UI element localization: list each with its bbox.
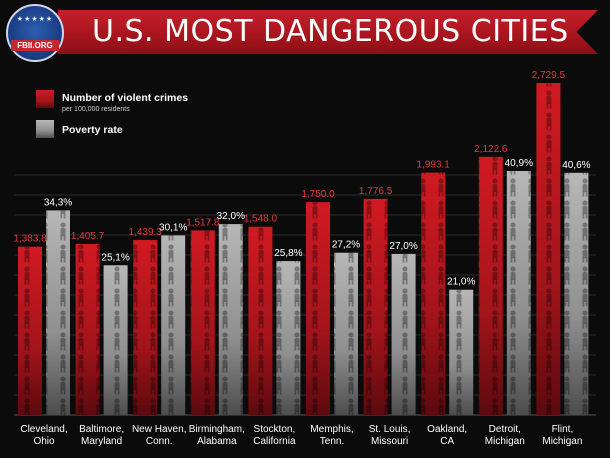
logo-stars-icon: ★★★★★ <box>16 16 54 23</box>
title-banner: U.S. MOST DANGEROUS CITIES ★★★★★ FBII.OR… <box>0 0 610 64</box>
bar-figure-texture <box>564 172 589 415</box>
legend-label-crimes: Number of violent crimes <box>62 92 188 104</box>
category-label-city: Flint, <box>552 424 574 435</box>
fbii-logo: ★★★★★ FBII.ORG <box>6 4 64 62</box>
category-labels: Cleveland,Ohio Baltimore,Maryland New Have… <box>20 424 582 447</box>
bar-figure-texture <box>391 253 416 415</box>
value-label-crimes: 2,122.6 <box>474 144 508 155</box>
value-label-poverty: 40,9% <box>505 158 533 169</box>
category-label-city: Birmingham, <box>189 424 245 435</box>
bar-figure-texture <box>421 172 446 415</box>
value-label-poverty: 40,6% <box>562 160 590 171</box>
category-label-state: Missouri <box>371 436 408 447</box>
bar-figure-texture <box>506 171 531 415</box>
category-label-city: Cleveland, <box>20 424 67 435</box>
legend-swatch-poverty <box>36 120 54 138</box>
legend: Number of violent crimes per 100,000 res… <box>36 90 188 138</box>
category-label-state: California <box>253 436 296 447</box>
value-label-crimes: 1,750.0 <box>301 189 335 200</box>
bar-figure-texture <box>161 235 186 415</box>
value-label-crimes: 1,383.8 <box>13 234 47 245</box>
value-label-crimes: 2,729.5 <box>532 70 566 81</box>
bar-figure-texture <box>334 252 358 415</box>
value-label-crimes: 1,776.5 <box>359 186 393 197</box>
category-label-state: Ohio <box>33 436 55 447</box>
value-label-crimes: 1,517.8 <box>186 217 220 228</box>
bar-figure-texture <box>103 265 128 415</box>
category-label-city: Baltimore, <box>79 424 124 435</box>
value-label-poverty: 25,8% <box>274 248 302 259</box>
category-label-city: St. Louis, <box>369 424 411 435</box>
bar-figure-texture <box>18 246 42 415</box>
logo-text: FBII.ORG <box>11 40 59 51</box>
bar-figure-texture <box>133 239 158 415</box>
category-label-state: Conn. <box>146 436 173 447</box>
bar-figure-texture <box>363 198 388 415</box>
chart-title: U.S. MOST DANGEROUS CITIES <box>92 14 569 49</box>
value-label-crimes: 1,439.3 <box>129 227 163 238</box>
bar-figure-texture <box>248 226 273 415</box>
bars <box>18 83 589 415</box>
value-label-poverty: 34,3% <box>44 197 72 208</box>
bar-figure-texture <box>276 261 301 415</box>
title-ribbon <box>58 10 598 54</box>
category-label-city: Stockton, <box>254 424 296 435</box>
value-label-poverty: 32,0% <box>217 211 245 222</box>
category-label-state: CA <box>440 436 454 447</box>
bar-figure-texture <box>75 244 100 415</box>
category-label-city: Detroit, <box>489 424 521 435</box>
bar-figure-texture <box>306 202 330 415</box>
bar-figure-texture <box>46 210 70 415</box>
bar-figure-texture <box>190 230 215 415</box>
value-labels: 1,383.8 34,3% 1,405.7 25,1% 1,439.330,1%1,51… <box>13 70 590 288</box>
value-label-poverty: 27,0% <box>389 241 417 252</box>
value-label-crimes: 1,548.0 <box>244 214 278 225</box>
category-label-state: Michigan <box>485 436 525 447</box>
category-label-state: Tenn. <box>320 436 344 447</box>
value-label-poverty: 25,1% <box>101 252 129 263</box>
value-label-crimes: 1,993.1 <box>417 160 451 171</box>
value-label-poverty: 21,0% <box>447 277 475 288</box>
bar-figure-texture <box>449 289 474 415</box>
bar-figure-texture <box>218 224 243 415</box>
bar-figure-texture <box>478 156 503 415</box>
legend-swatch-crimes <box>36 90 54 108</box>
value-label-crimes: 1,405.7 <box>71 231 105 242</box>
category-label-city: New Haven, <box>132 424 186 435</box>
category-label-state: Alabama <box>197 436 237 447</box>
value-label-poverty: 30,1% <box>159 222 187 233</box>
legend-note-crimes: per 100,000 residents <box>62 106 130 113</box>
category-label-city: Memphis, <box>310 424 353 435</box>
category-label-state: Maryland <box>81 436 122 447</box>
legend-label-poverty: Poverty rate <box>62 124 123 136</box>
value-label-poverty: 27,2% <box>332 240 360 251</box>
category-label-state: Michigan <box>542 436 582 447</box>
bar-figure-texture <box>536 83 561 415</box>
category-label-city: Oakland, <box>427 424 467 435</box>
